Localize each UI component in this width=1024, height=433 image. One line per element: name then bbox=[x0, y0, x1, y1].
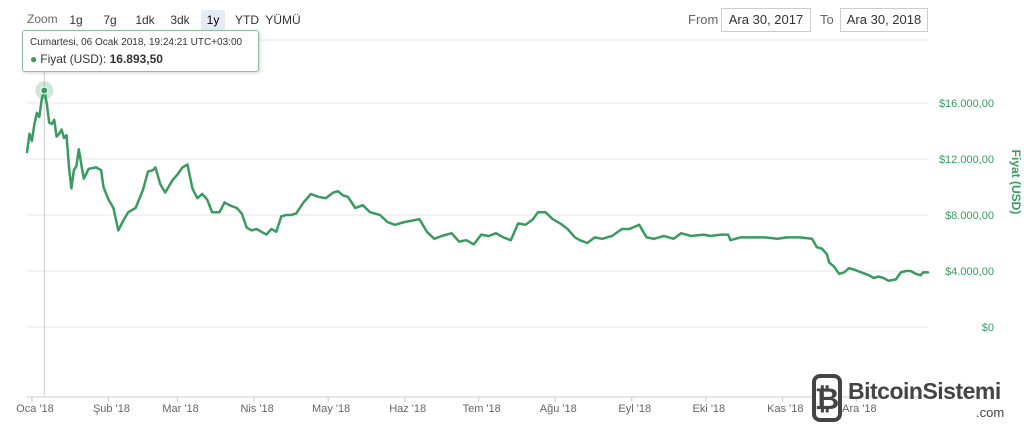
tooltip-date: Cumartesi, 06 Ocak 2018, 19:24:21 UTC+03… bbox=[30, 37, 243, 48]
y-tick-label: $4.000,00 bbox=[945, 266, 994, 278]
range-button-3dk[interactable]: 3dk bbox=[170, 13, 190, 27]
bitcoin-logo-icon: ₿ bbox=[812, 374, 842, 422]
x-tick-label: Ağu '18 bbox=[540, 403, 577, 415]
x-tick-label: Nis '18 bbox=[240, 403, 273, 415]
range-button-7g[interactable]: 7g bbox=[103, 13, 117, 27]
x-tick-label: Tem '18 bbox=[463, 403, 501, 415]
tooltip: Cumartesi, 06 Ocak 2018, 19:24:21 UTC+03… bbox=[22, 30, 259, 72]
y-tick-label: $16.000,00 bbox=[939, 98, 994, 110]
x-axis-ticks: Oca '18 Şub '18 Mar '18 Nis '18 May '18 Haz '… bbox=[16, 397, 877, 415]
y-axis-ticks: $0 $4.000,00 $8.000,00 $12.000,00 $16.000,00 bbox=[939, 98, 994, 334]
hover-marker bbox=[35, 81, 54, 100]
y-tick-label: $8.000,00 bbox=[945, 210, 994, 222]
x-tick-label: Şub '18 bbox=[93, 403, 130, 415]
x-tick-label: Haz '18 bbox=[389, 403, 426, 415]
x-tick-label: Ara '18 bbox=[842, 403, 877, 415]
x-tick-label: Kas '18 bbox=[767, 403, 803, 415]
x-tick-label: May '18 bbox=[312, 403, 350, 415]
y-axis-title: Fiyat (USD) bbox=[1009, 150, 1023, 215]
x-tick-label: Eki '18 bbox=[692, 403, 725, 415]
watermark-name: BitcoinSistemi bbox=[848, 378, 1001, 404]
range-button-1g[interactable]: 1g bbox=[69, 13, 83, 27]
tooltip-series-name: Fiyat (USD) bbox=[40, 52, 103, 66]
to-date-input[interactable]: Ara 30, 2018 bbox=[840, 8, 928, 32]
from-label: From bbox=[688, 12, 719, 27]
toolbar: Zoom 1g 7g 1dk 3dk 1y YTD YÜMÜ From Ara … bbox=[0, 0, 1024, 40]
to-label: To bbox=[820, 12, 834, 27]
range-button-all[interactable]: YÜMÜ bbox=[265, 13, 301, 27]
range-button-1dk[interactable]: 1dk bbox=[135, 13, 155, 27]
watermark-logo: ₿ BitcoinSistemi .com bbox=[808, 370, 1018, 426]
grid-lines bbox=[27, 39, 928, 398]
x-tick-label: Mar '18 bbox=[162, 403, 198, 415]
x-tick-label: Eyl '18 bbox=[618, 403, 651, 415]
svg-text:₿: ₿ bbox=[815, 383, 839, 416]
y-tick-label: $12.000,00 bbox=[939, 154, 994, 166]
zoom-label: Zoom bbox=[27, 12, 58, 26]
y-tick-label: $0 bbox=[982, 322, 994, 334]
range-button-ytd[interactable]: YTD bbox=[235, 13, 259, 27]
hover-point bbox=[40, 86, 49, 95]
tooltip-value: 16.893,50 bbox=[109, 52, 163, 66]
series-dot-icon: ● bbox=[30, 52, 38, 66]
x-tick-label: Oca '18 bbox=[16, 403, 54, 415]
tooltip-row: ● Fiyat (USD): 16.893,50 bbox=[30, 52, 163, 66]
range-button-1y[interactable]: 1y bbox=[201, 10, 225, 30]
price-series-line bbox=[25, 89, 930, 283]
from-date-input[interactable]: Ara 30, 2017 bbox=[721, 8, 811, 32]
watermark-suffix: .com bbox=[976, 405, 1005, 420]
